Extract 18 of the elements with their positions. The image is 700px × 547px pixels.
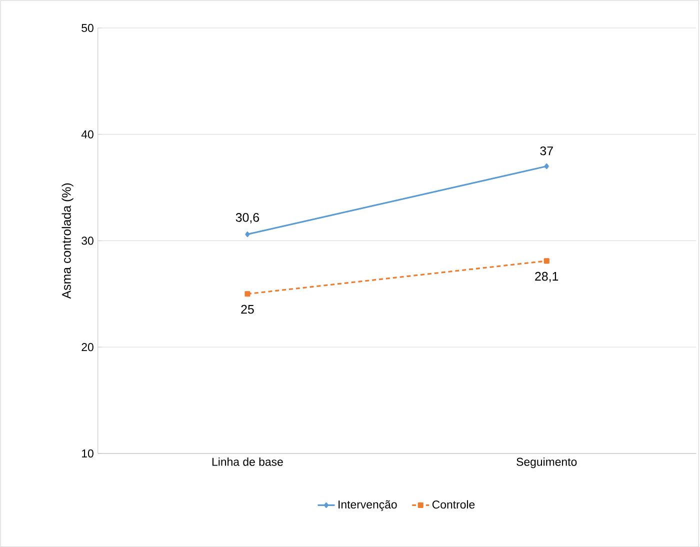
data-label: 25: [241, 304, 254, 314]
legend-label: Intervenção: [338, 500, 397, 511]
y-tick-label: 50: [82, 24, 94, 32]
y-tick-label: 40: [81, 130, 94, 138]
data-label: 28,1: [535, 272, 558, 282]
y-axis-title: Asma controlada (%): [62, 183, 74, 299]
y-tick-label: 20: [82, 342, 94, 351]
point: [245, 231, 250, 237]
data-label: 37: [540, 146, 553, 156]
point: [544, 258, 550, 264]
x-tick-label: Linha de base: [212, 457, 283, 466]
point: [244, 290, 250, 297]
legend-label: Controle: [432, 500, 475, 508]
point: [544, 163, 549, 169]
y-tick-label: 10: [82, 449, 94, 458]
data-label: 30,6: [236, 212, 260, 224]
y-tick-label: 30: [82, 236, 94, 245]
x-tick-label: Seguimento: [516, 457, 577, 468]
